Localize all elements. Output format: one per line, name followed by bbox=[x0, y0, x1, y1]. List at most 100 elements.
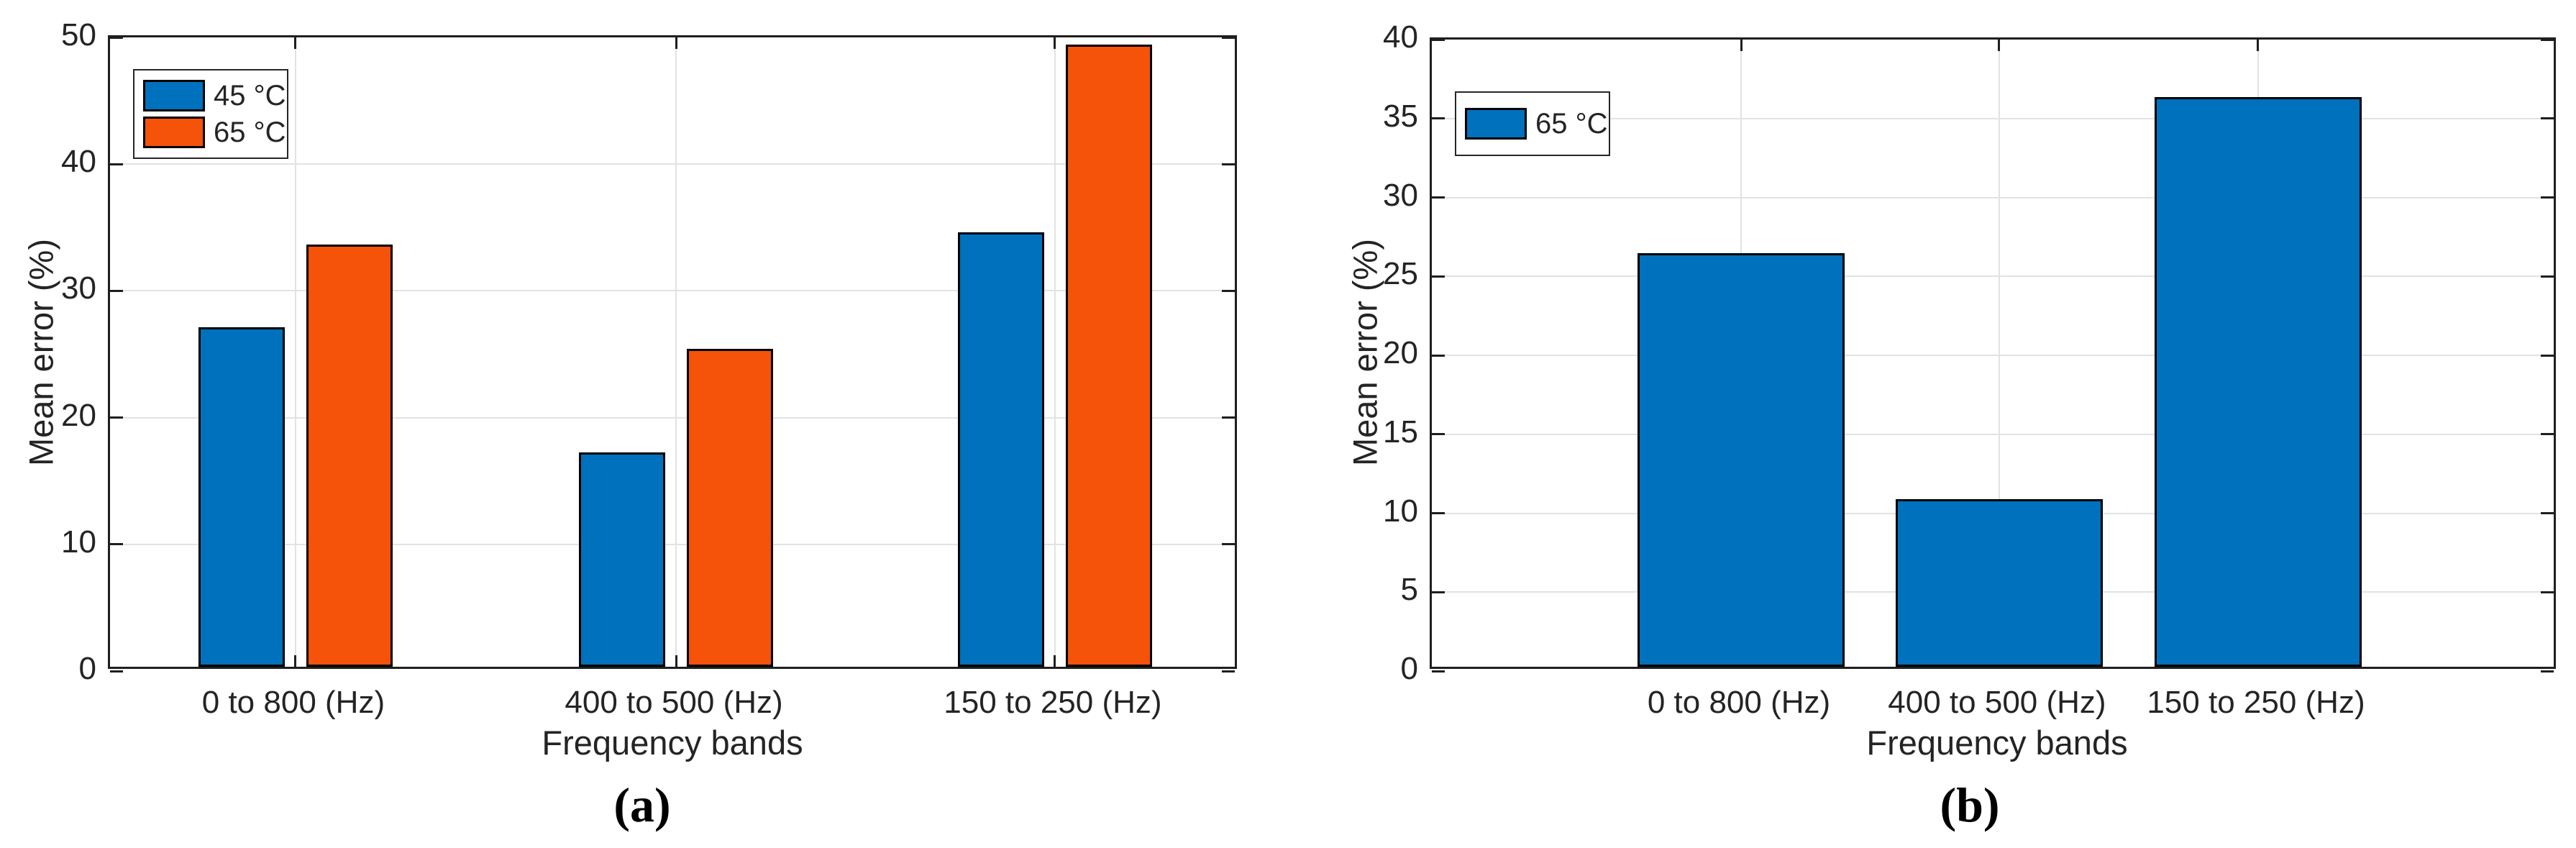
y-tick-mark-left-b-20 bbox=[1432, 354, 1445, 357]
y-tick-mark-right-a-0 bbox=[1222, 670, 1235, 673]
x-tick-mark-top-a-1 bbox=[675, 37, 677, 49]
legend-a: 45 °C 65 °C bbox=[133, 69, 288, 159]
bar-a-series0-cat1 bbox=[579, 452, 666, 667]
y-tick-mark-right-a-50 bbox=[1222, 36, 1235, 39]
y-tick-label-b-0: 0 bbox=[1400, 651, 1418, 686]
x-tick-mark-top-b-1 bbox=[1998, 40, 2001, 51]
bar-a-series0-cat2 bbox=[957, 232, 1044, 667]
gridline-horizontal-b-35 bbox=[1432, 117, 2554, 119]
y-tick-label-a-10: 10 bbox=[61, 524, 96, 560]
x-axis-label-a: Frequency bands bbox=[542, 724, 803, 762]
y-tick-label-b-20: 20 bbox=[1383, 335, 1418, 370]
y-tick-mark-right-b-40 bbox=[2541, 38, 2554, 41]
y-tick-mark-left-a-0 bbox=[110, 670, 123, 673]
y-tick-label-b-35: 35 bbox=[1383, 98, 1418, 134]
legend-label-a-1: 65 °C bbox=[214, 117, 286, 148]
y-tick-mark-left-a-30 bbox=[110, 289, 123, 292]
legend-entry-a-0: 45 °C bbox=[143, 80, 286, 111]
y-tick-mark-left-b-40 bbox=[1432, 38, 1445, 41]
x-tick-mark-top-b-2 bbox=[2257, 40, 2260, 51]
y-tick-label-a-50: 50 bbox=[61, 17, 96, 53]
bar-a-series0-cat0 bbox=[198, 327, 285, 667]
y-tick-mark-right-a-10 bbox=[1222, 543, 1235, 546]
panel-caption-b: (b) bbox=[1940, 778, 2000, 832]
legend-swatch-a-0 bbox=[143, 80, 205, 111]
gridline-horizontal-b-20 bbox=[1432, 355, 2554, 356]
gridline-vertical-b-1 bbox=[1998, 40, 2000, 667]
gridline-vertical-a-2 bbox=[1054, 37, 1056, 667]
y-tick-mark-left-b-10 bbox=[1432, 512, 1445, 514]
legend-b: 65 °C bbox=[1455, 91, 1610, 156]
x-tick-label-b-1: 400 to 500 (Hz) bbox=[1888, 685, 2106, 720]
gridline-vertical-a-1 bbox=[675, 37, 677, 667]
gridline-horizontal-b-15 bbox=[1432, 433, 2554, 435]
x-tick-label-a-2: 150 to 250 (Hz) bbox=[944, 685, 1162, 720]
x-tick-label-a-0: 0 to 800 (Hz) bbox=[201, 685, 385, 720]
x-tick-mark-top-a-0 bbox=[294, 37, 297, 49]
y-tick-label-b-5: 5 bbox=[1400, 572, 1418, 608]
x-tick-mark-bottom-a-0 bbox=[294, 655, 297, 667]
y-tick-mark-left-a-20 bbox=[110, 416, 123, 419]
gridline-horizontal-a-20 bbox=[110, 416, 1235, 419]
y-tick-mark-right-b-20 bbox=[2541, 354, 2554, 357]
y-tick-label-b-15: 15 bbox=[1383, 414, 1418, 450]
subfigure-b: Mean error (%) 65 °C Frequency bands (b)… bbox=[1288, 0, 2576, 848]
y-tick-mark-right-a-20 bbox=[1222, 416, 1235, 419]
y-tick-label-b-25: 25 bbox=[1383, 256, 1418, 292]
y-tick-label-b-10: 10 bbox=[1383, 493, 1418, 529]
y-tick-mark-left-b-25 bbox=[1432, 275, 1445, 278]
x-tick-mark-top-b-0 bbox=[1740, 40, 1743, 51]
gridline-horizontal-b-25 bbox=[1432, 275, 2554, 278]
plot-area-a: 45 °C 65 °C bbox=[108, 35, 1237, 673]
y-tick-label-a-40: 40 bbox=[61, 144, 96, 180]
legend-swatch-b-0 bbox=[1465, 108, 1527, 140]
y-tick-mark-left-b-35 bbox=[1432, 117, 1445, 120]
bar-a-series1-cat2 bbox=[1065, 44, 1152, 667]
gridline-vertical-a-0 bbox=[294, 37, 296, 667]
gridline-horizontal-a-40 bbox=[110, 163, 1235, 165]
y-tick-label-b-30: 30 bbox=[1383, 177, 1418, 213]
x-axis-label-b: Frequency bands bbox=[1866, 724, 2128, 762]
legend-entry-b-0: 65 °C bbox=[1465, 108, 1608, 140]
bar-b-series0-cat1 bbox=[1895, 499, 2103, 667]
y-tick-label-a-20: 20 bbox=[61, 397, 96, 433]
y-tick-mark-right-b-0 bbox=[2541, 670, 2554, 673]
x-tick-label-a-1: 400 to 500 (Hz) bbox=[565, 685, 783, 720]
y-tick-mark-left-a-40 bbox=[110, 163, 123, 165]
subfigure-a: Mean error (%) 45 °C 65 °C Frequency band… bbox=[22, 17, 1237, 832]
bar-a-series1-cat0 bbox=[306, 245, 393, 667]
legend-swatch-a-1 bbox=[143, 117, 205, 148]
legend-entry-a-1: 65 °C bbox=[143, 117, 286, 148]
y-tick-mark-right-a-40 bbox=[1222, 163, 1235, 165]
y-tick-mark-right-b-30 bbox=[2541, 196, 2554, 199]
y-tick-mark-left-b-5 bbox=[1432, 591, 1445, 593]
y-tick-mark-right-b-5 bbox=[2541, 591, 2554, 593]
plot-area-b: 65 °C bbox=[1430, 37, 2556, 673]
y-tick-mark-right-b-25 bbox=[2541, 275, 2554, 278]
x-tick-mark-bottom-a-2 bbox=[1054, 655, 1056, 667]
y-tick-label-b-40: 40 bbox=[1383, 19, 1418, 55]
x-tick-label-b-2: 150 to 250 (Hz) bbox=[2147, 685, 2365, 720]
gridline-horizontal-a-30 bbox=[110, 290, 1235, 292]
y-tick-mark-left-a-50 bbox=[110, 36, 123, 39]
y-tick-label-a-0: 0 bbox=[78, 651, 96, 686]
y-tick-mark-left-b-0 bbox=[1432, 670, 1445, 673]
bar-b-series0-cat2 bbox=[2154, 96, 2362, 667]
y-tick-mark-right-b-10 bbox=[2541, 512, 2554, 514]
x-tick-label-b-0: 0 to 800 (Hz) bbox=[1647, 685, 1831, 720]
panel-caption-a: (a) bbox=[613, 778, 671, 832]
y-tick-mark-right-b-35 bbox=[2541, 117, 2554, 120]
y-tick-mark-left-b-30 bbox=[1432, 196, 1445, 199]
gridline-horizontal-a-10 bbox=[110, 543, 1235, 545]
y-tick-mark-right-a-30 bbox=[1222, 289, 1235, 292]
y-tick-mark-left-a-10 bbox=[110, 543, 123, 546]
legend-label-a-0: 45 °C bbox=[214, 80, 286, 111]
legend-label-b-0: 65 °C bbox=[1535, 108, 1608, 140]
gridline-horizontal-b-30 bbox=[1432, 196, 2554, 199]
y-tick-label-a-30: 30 bbox=[61, 270, 96, 306]
x-tick-mark-top-a-2 bbox=[1054, 37, 1056, 49]
y-tick-mark-right-b-15 bbox=[2541, 433, 2554, 436]
bar-a-series1-cat1 bbox=[687, 348, 774, 667]
bar-b-series0-cat0 bbox=[1638, 252, 1845, 667]
